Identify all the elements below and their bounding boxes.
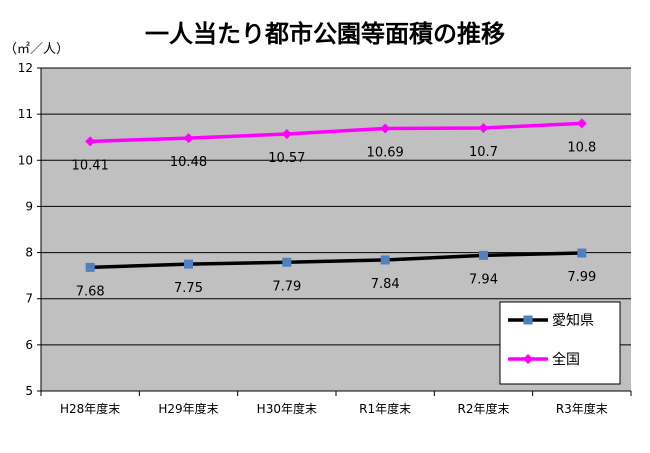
y-tick-label: 10 bbox=[18, 153, 33, 167]
legend-marker-national bbox=[523, 354, 533, 364]
data-point-marker bbox=[577, 248, 587, 258]
y-tick-label: 11 bbox=[18, 107, 33, 121]
legend-marker-aichi bbox=[523, 315, 533, 325]
data-point-marker bbox=[281, 128, 292, 139]
data-label: 10.7 bbox=[469, 145, 498, 160]
data-label: 10.48 bbox=[170, 155, 207, 170]
legend-label-aichi: 愛知県 bbox=[552, 312, 594, 329]
legend-box bbox=[499, 301, 621, 385]
series-line-1 bbox=[90, 121, 582, 144]
data-point-marker bbox=[479, 250, 488, 260]
data-label: 7.94 bbox=[469, 272, 498, 287]
data-point-marker bbox=[576, 118, 587, 129]
y-axis-unit-label: （㎡／人） bbox=[4, 42, 69, 57]
x-tick-label: R3年度末 bbox=[556, 401, 608, 416]
data-label: 7.68 bbox=[76, 284, 105, 299]
y-tick-label: 5 bbox=[25, 384, 33, 398]
series-line-0 bbox=[90, 251, 582, 270]
data-label: 10.41 bbox=[72, 158, 109, 173]
x-tick-label: H29年度末 bbox=[158, 401, 218, 416]
data-point-marker bbox=[85, 262, 95, 272]
x-tick-label: R1年度末 bbox=[359, 401, 411, 416]
legend: 愛知県 全国 bbox=[499, 301, 621, 385]
y-tick-label: 6 bbox=[25, 338, 33, 352]
x-tick-label: H28年度末 bbox=[60, 401, 120, 416]
x-tick-label: R2年度末 bbox=[458, 401, 510, 416]
data-label: 7.79 bbox=[272, 279, 301, 294]
data-label: 7.84 bbox=[371, 277, 400, 292]
data-label: 7.99 bbox=[567, 270, 596, 285]
data-point-marker bbox=[184, 259, 193, 269]
chart-title: 一人当たり都市公園等面積の推移 bbox=[145, 20, 505, 48]
axes: 5 6 7 8 9 10 11 12 H28年度末 H29年度末 H30年度末 R1年度末 R2年度末 R… bbox=[18, 61, 632, 416]
data-point-marker bbox=[183, 133, 194, 144]
data-point-marker bbox=[478, 122, 489, 133]
data-label: 10.8 bbox=[567, 140, 596, 155]
data-point-marker bbox=[85, 136, 96, 147]
data-label: 10.69 bbox=[367, 145, 404, 160]
y-tick-label: 12 bbox=[18, 61, 33, 75]
data-point-marker bbox=[380, 123, 391, 134]
data-point-marker bbox=[282, 257, 292, 267]
legend-label-national: 全国 bbox=[552, 351, 580, 368]
data-label: 7.75 bbox=[174, 281, 203, 296]
y-tick-label: 7 bbox=[25, 292, 33, 306]
y-tick-label: 8 bbox=[25, 246, 33, 260]
x-tick-label: H30年度末 bbox=[257, 401, 317, 416]
series-layer: 7.68 7.75 7.79 7.84 7.94 7.99 10.41 10.48 10.57 1… bbox=[72, 118, 596, 299]
data-label: 10.57 bbox=[268, 151, 305, 166]
y-tick-label: 9 bbox=[25, 199, 33, 213]
data-point-marker bbox=[380, 255, 390, 265]
